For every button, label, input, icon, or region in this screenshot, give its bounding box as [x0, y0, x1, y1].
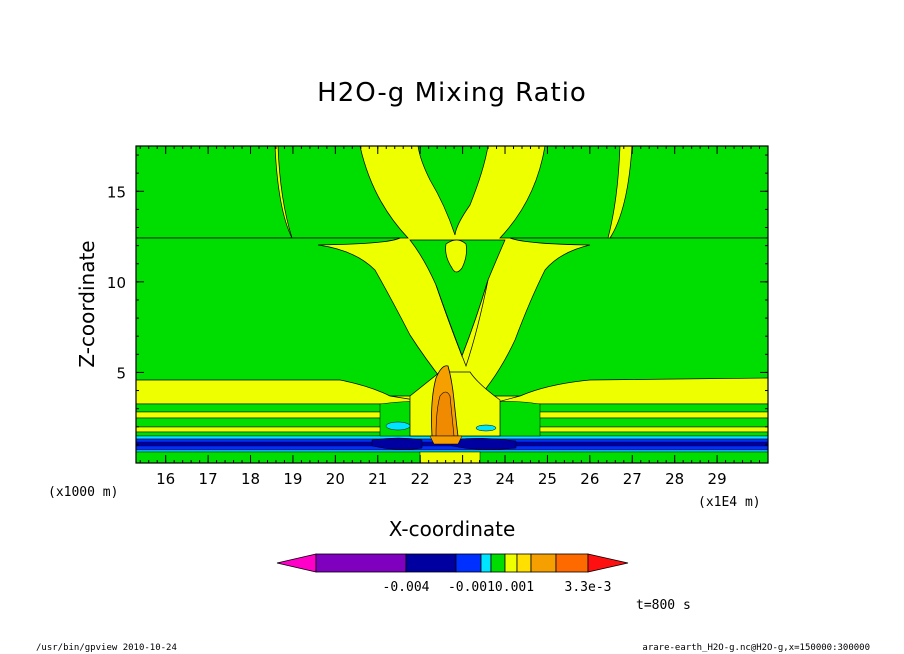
- colorbar-label: -0.004: [383, 580, 430, 595]
- y-tick-label: 15: [107, 183, 126, 201]
- x-tick-label: 19: [283, 470, 302, 488]
- contour-green-upper-left: [136, 146, 293, 239]
- y-axis-label: Z-coordinate: [75, 240, 99, 367]
- y-axis-ticks: 5 10 15: [107, 154, 768, 446]
- x-axis-label: X-coordinate: [389, 517, 516, 541]
- x-axis-ticks: 16 17 18 19 20 21 22 23 24 25 26 27 28 29: [139, 146, 769, 488]
- contour-green-branch-left: [277, 146, 409, 239]
- contour-darkblue-right: [451, 437, 517, 450]
- x-tick-label: 29: [708, 470, 727, 488]
- colorbar-segment: [530, 553, 557, 573]
- contour-cyan-blob-left: [385, 421, 411, 431]
- colorbar-arrow-right: [587, 553, 629, 573]
- colorbar-segment: [490, 553, 506, 573]
- contour-orange-core: [435, 391, 455, 437]
- y-unit-label: (x1000 m): [48, 485, 118, 500]
- chart-title: H2O-g Mixing Ratio: [317, 78, 587, 108]
- contour-green-upper-right: [609, 146, 768, 239]
- x-tick-label: 21: [368, 470, 387, 488]
- contour-field: [136, 146, 768, 463]
- plot-frame: [135, 145, 769, 464]
- y-tick-label: 10: [107, 274, 126, 292]
- colorbar-segment: [555, 553, 589, 573]
- x-tick-label: 23: [453, 470, 472, 488]
- x-tick-label: 28: [665, 470, 684, 488]
- contour-green-center-top: [417, 146, 489, 236]
- colorbar-segment: [504, 553, 518, 573]
- x-tick-label: 27: [623, 470, 642, 488]
- colorbar-segment: [405, 553, 457, 573]
- colorbar-segment: [315, 553, 407, 573]
- colorbar-segment: [455, 553, 482, 573]
- colorbar-segment: [480, 553, 492, 573]
- colorbar-label: 3.3e-3: [565, 580, 612, 595]
- colorbar-arrow-left: [276, 553, 317, 573]
- contour-yellow-island: [445, 239, 467, 273]
- contour-green-left-mass: [136, 237, 456, 397]
- contour-cyan-band-2: [136, 449, 768, 453]
- contour-cyan-blob-right: [475, 424, 497, 432]
- contour-darkblue-left: [371, 437, 423, 450]
- footer-left: /usr/bin/gpview 2010-10-24: [36, 643, 177, 653]
- time-label: t=800 s: [636, 598, 691, 613]
- x-tick-label: 22: [411, 470, 430, 488]
- contour-green-right-mass: [479, 237, 768, 397]
- contour-yellow-v-band: [435, 279, 489, 368]
- x-unit-label: (x1E4 m): [698, 495, 761, 510]
- colorbar: -0.004 -0.0010.001 3.3e-3: [276, 553, 629, 595]
- footer-right: arare-earth_H2O-g.nc@H2O-g,x=150000:3000…: [642, 643, 870, 653]
- x-tick-label: 18: [241, 470, 260, 488]
- x-tick-label: 20: [326, 470, 345, 488]
- contour-orange-spike: [429, 435, 463, 445]
- x-tick-label: 25: [538, 470, 557, 488]
- y-tick-label: 5: [116, 364, 126, 382]
- x-tick-label: 26: [580, 470, 599, 488]
- colorbar-label: -0.0010.001: [448, 580, 534, 595]
- colorbar-segment: [516, 553, 532, 573]
- x-tick-label: 16: [156, 470, 175, 488]
- x-tick-label: 17: [199, 470, 218, 488]
- contour-yellow-band-upper: [136, 377, 768, 405]
- x-tick-label: 24: [495, 470, 514, 488]
